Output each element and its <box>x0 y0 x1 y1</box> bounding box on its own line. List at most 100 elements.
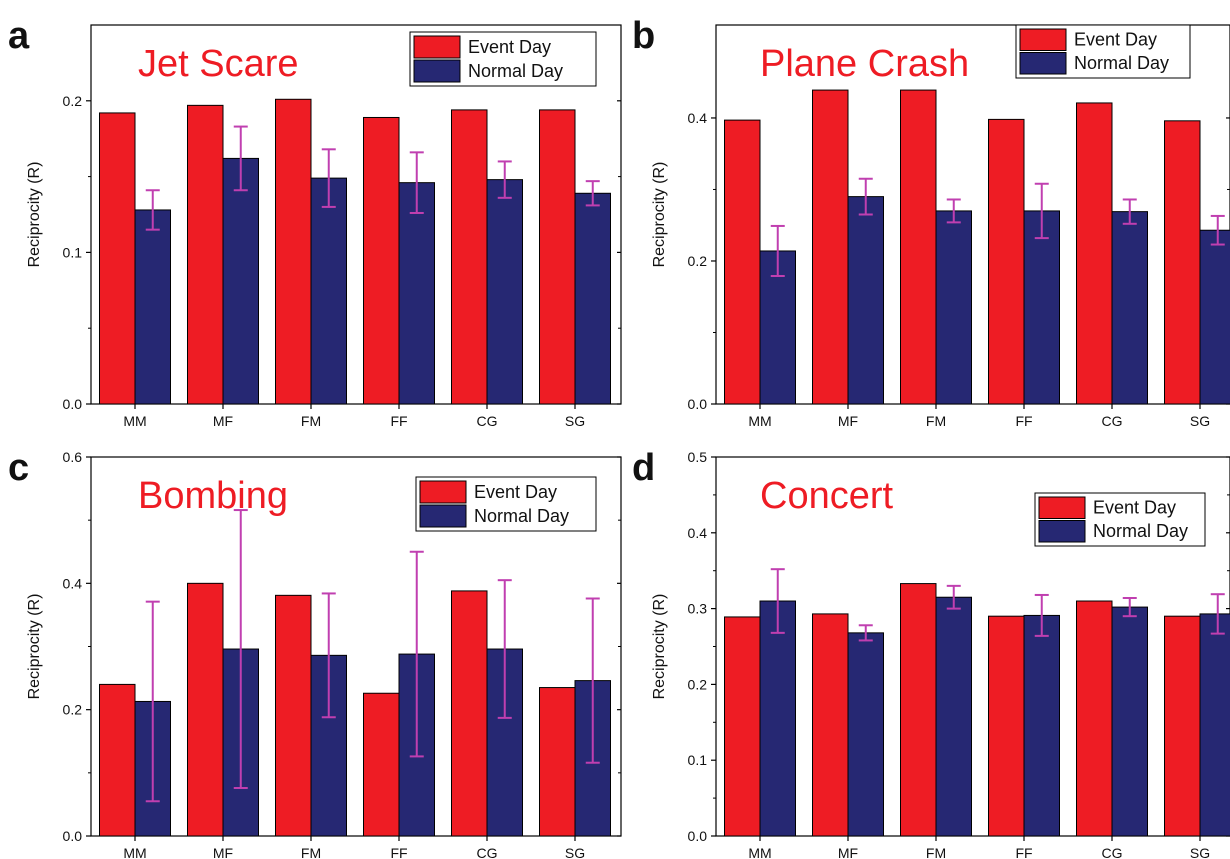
bar-event-day-cg <box>451 590 488 837</box>
plot-frame <box>715 24 1230 405</box>
bar-normal-day-mf <box>222 157 259 405</box>
error-bar-sg <box>585 597 600 764</box>
y-tick-label: 0.2 <box>63 93 83 109</box>
panel-letter: d <box>632 447 655 489</box>
legend: Event Day Normal Day <box>415 476 597 532</box>
bar-event-day-cg <box>1076 600 1113 837</box>
x-tick-label-fm: FM <box>301 413 321 429</box>
error-bar-fm <box>946 198 961 224</box>
x-tick-label-cg: CG <box>1102 845 1123 859</box>
bar-normal-day-mf <box>847 632 884 837</box>
x-tick-label-mf: MF <box>213 845 233 859</box>
plot-frame <box>90 24 622 405</box>
bar-event-day-fm <box>900 583 937 837</box>
y-tick-label: 0.0 <box>63 396 83 412</box>
y-axis-label: Reciprocity (R) <box>651 594 668 700</box>
x-tick-label-mf: MF <box>838 413 858 429</box>
y-tick-label: 0.2 <box>688 253 708 269</box>
legend-swatch-event-day <box>419 480 467 504</box>
legend-swatch-normal-day <box>419 504 467 528</box>
bar-normal-day-mm <box>759 600 796 837</box>
error-bar-mm <box>145 600 160 803</box>
legend-label-event-day: Event Day <box>474 482 557 502</box>
error-bar-sg <box>1210 214 1225 246</box>
error-bar-sg <box>585 180 600 207</box>
y-tick-label: 0.1 <box>63 244 83 260</box>
panel-letter: a <box>8 15 30 57</box>
bar-event-day-mf <box>812 613 849 837</box>
bar-event-day-mm <box>99 683 136 837</box>
bar-event-day-ff <box>988 118 1025 405</box>
bar-event-day-sg <box>1164 615 1201 837</box>
x-tick-label-ff: FF <box>1015 413 1032 429</box>
y-tick-label: 0.2 <box>688 676 708 692</box>
bar-event-day-cg <box>1076 102 1113 405</box>
bar-event-day-mf <box>812 89 849 405</box>
bar-normal-day-fm <box>935 210 972 405</box>
x-tick-label-mm: MM <box>748 845 771 859</box>
x-tick-label-ff: FF <box>390 413 407 429</box>
bar-normal-day-fm <box>310 177 347 405</box>
legend: Event Day Normal Day <box>409 31 597 87</box>
y-tick-label: 0.4 <box>688 110 708 126</box>
bar-normal-day-cg <box>486 179 523 405</box>
legend-swatch-event-day <box>1019 28 1067 51</box>
chart-title: Plane Crash <box>760 43 969 85</box>
bar-event-day-mm <box>724 616 761 837</box>
y-tick-label: 0.0 <box>688 396 708 412</box>
legend-label-normal-day: Normal Day <box>468 61 563 81</box>
bar-normal-day-mm <box>134 209 171 405</box>
bar-normal-day-cg <box>1111 211 1148 405</box>
chart-panel-a: 0.0 0.1 0.2 Reciprocity (R) MM MF FM FF CG SG Jet … <box>26 24 622 429</box>
x-tick-label-sg: SG <box>565 845 585 859</box>
legend-label-event-day: Event Day <box>468 37 551 57</box>
panel-letter: b <box>632 15 655 57</box>
error-bar-ff <box>409 550 424 758</box>
error-bar-mm <box>770 568 785 634</box>
legend-swatch-normal-day <box>1038 520 1086 543</box>
bar-event-day-sg <box>539 109 576 405</box>
y-tick-label: 0.4 <box>63 575 83 591</box>
x-tick-label-cg: CG <box>477 845 498 859</box>
x-tick-label-fm: FM <box>301 845 321 859</box>
bar-event-day-ff <box>363 116 400 405</box>
error-bar-mm <box>770 224 785 277</box>
error-bar-mm <box>145 189 160 231</box>
error-bar-mf <box>233 509 248 789</box>
x-tick-label-mf: MF <box>213 413 233 429</box>
bar-normal-day-sg <box>574 192 611 405</box>
error-bar-ff <box>1034 182 1049 240</box>
bar-normal-day-mf <box>847 196 884 405</box>
legend: Event Day Normal Day <box>1034 492 1206 547</box>
error-bar-cg <box>1122 198 1137 225</box>
chart-panel-c: 0.0 0.2 0.4 0.6 Reciprocity (R) MM MF FM FF CG SG B… <box>26 449 622 859</box>
error-bar-fm <box>321 148 336 208</box>
legend-swatch-event-day <box>413 35 461 59</box>
y-tick-label: 0.1 <box>688 752 708 768</box>
y-tick-label: 0.0 <box>63 828 83 844</box>
legend-label-event-day: Event Day <box>1074 30 1157 50</box>
y-axis-label: Reciprocity (R) <box>651 162 668 268</box>
legend: Event Day Normal Day <box>1015 24 1191 79</box>
y-axis-label: Reciprocity (R) <box>26 594 43 700</box>
x-tick-label-cg: CG <box>1102 413 1123 429</box>
error-bar-mf <box>858 624 873 642</box>
bar-event-day-ff <box>988 615 1025 837</box>
chart-title: Bombing <box>138 475 288 517</box>
legend-swatch-event-day <box>1038 496 1086 519</box>
x-tick-label-fm: FM <box>926 845 946 859</box>
x-tick-label-sg: SG <box>565 413 585 429</box>
error-bar-cg <box>497 579 512 719</box>
legend-label-normal-day: Normal Day <box>1093 521 1188 541</box>
bar-normal-day-ff <box>1023 210 1060 405</box>
y-tick-label: 0.6 <box>63 449 83 465</box>
y-tick-label: 0.3 <box>688 601 708 617</box>
bar-event-day-sg <box>1164 120 1201 405</box>
bar-normal-day-fm <box>935 596 972 837</box>
chart-title: Concert <box>760 475 893 517</box>
error-bar-fm <box>946 584 961 610</box>
legend-label-normal-day: Normal Day <box>474 506 569 526</box>
error-bar-sg <box>1210 593 1225 635</box>
bar-normal-day-ff <box>398 182 435 405</box>
